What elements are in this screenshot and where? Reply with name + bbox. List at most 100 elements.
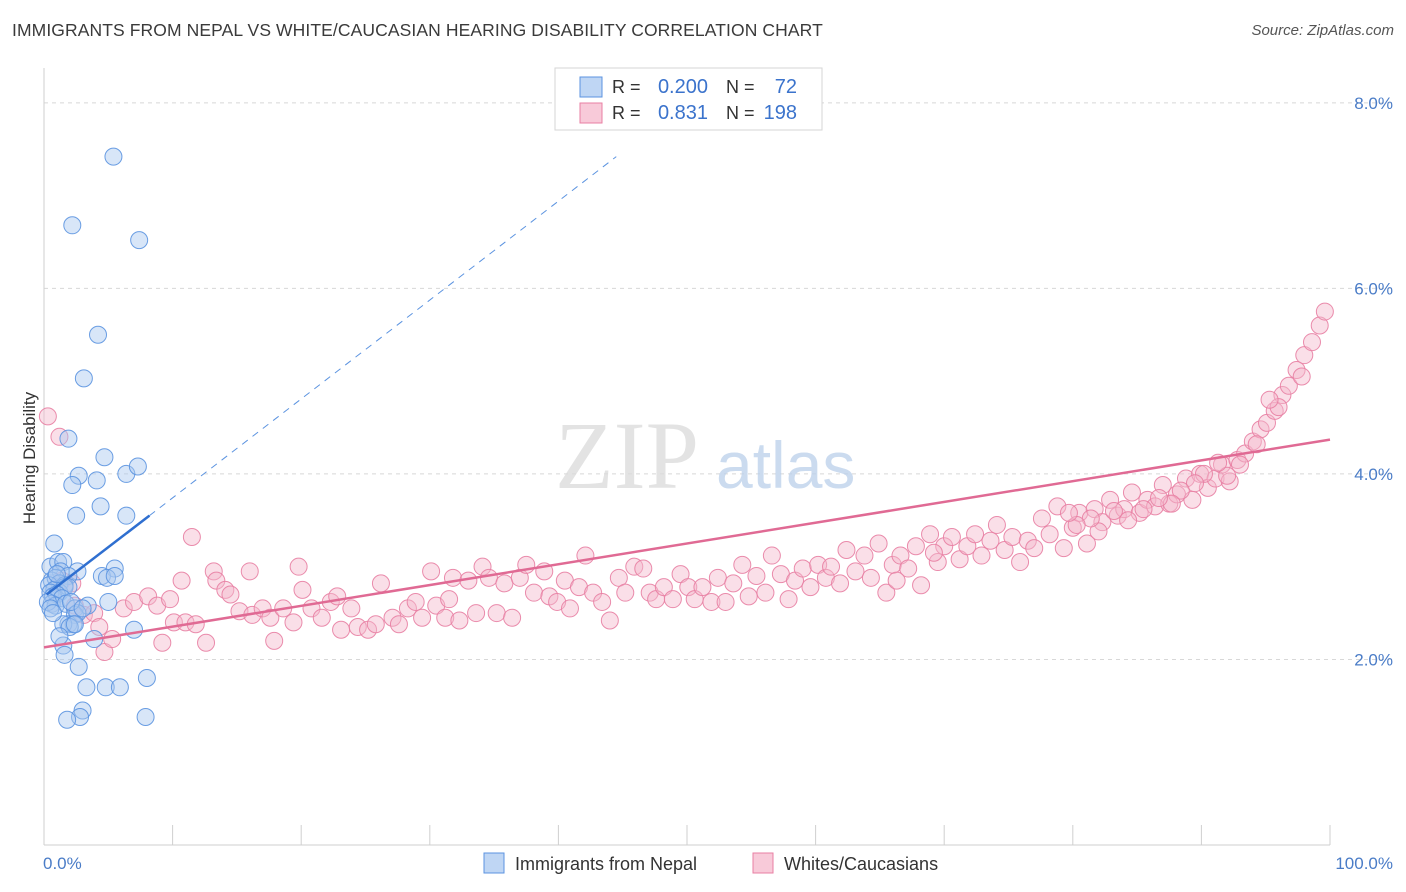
white-point [634,559,653,578]
white-point [261,608,280,627]
legend: Immigrants from Nepal Whites/Caucasians [483,852,938,874]
white-point [440,590,459,609]
white-point [1077,534,1096,553]
white-point [928,553,947,572]
legend-nepal-swatch [483,852,505,874]
white-point [1119,511,1138,530]
watermark-atlas: atlas [716,428,855,502]
nepal-point [137,669,156,688]
white-point [1138,490,1157,509]
nepal-trend-line [45,514,151,596]
white-point [153,633,172,652]
white-point [921,525,940,544]
nepal-point [63,216,82,235]
nepal-point [125,620,144,639]
stats-white-swatch [579,102,603,124]
white-point [1176,469,1195,488]
white-point [966,525,985,544]
nepal-point [67,506,86,525]
white-point [383,608,402,627]
white-point [398,599,417,618]
white-point [816,568,835,587]
white-point [855,546,874,565]
white-point [293,580,312,599]
white-point [716,592,735,611]
white-point [479,568,498,587]
white-point [1018,531,1037,550]
stats-nepal-n-label: N = [726,77,755,97]
y-tick-label: 6.0% [1354,279,1393,298]
legend-white-swatch [752,852,774,874]
nepal-point [41,599,60,618]
white-point [924,543,943,562]
white-point [1040,525,1059,544]
white-point [1251,420,1270,439]
nepal-point [78,596,97,615]
white-point [495,574,514,593]
white-point [987,515,1006,534]
white-point [289,557,308,576]
nepal-point [55,645,74,664]
white-point [366,615,385,634]
white-point [332,620,351,639]
trend-lines [43,156,1331,649]
white-point [1025,539,1044,558]
stats-nepal-r-value: 0.200 [658,76,708,98]
y-tick-label: 4.0% [1354,465,1393,484]
nepal-point [50,627,69,646]
white-point [1054,539,1073,558]
stats-box: R = 0.200 N = 72 R = 0.831 N = 198 [554,67,823,131]
white-point [1171,481,1190,500]
white-point [1230,455,1249,474]
white-point [569,578,588,597]
nepal-trend-line-dashed [149,156,617,517]
nepal-point [104,147,123,166]
nepal-point [63,476,82,495]
white-point [371,574,390,593]
white-point [240,562,259,581]
nepal-point [117,506,136,525]
white-point [487,604,506,623]
white-point [312,608,331,627]
nepal-point [89,325,108,344]
white-point [584,583,603,602]
white-point [1122,483,1141,502]
stats-white-n-label: N = [726,103,755,123]
stats-white-n-value: 198 [764,102,797,124]
white-point [625,557,644,576]
white-point [103,630,122,649]
white-point [50,427,69,446]
white-point [1194,464,1213,483]
white-points [38,302,1334,662]
white-point [869,534,888,553]
nepal-point [98,568,117,587]
white-point [1185,474,1204,493]
nepal-point [73,599,92,618]
white-point [161,590,180,609]
white-point [342,599,361,618]
white-point [942,528,961,546]
legend-nepal-label: Immigrants from Nepal [515,854,697,874]
white-point [654,578,673,597]
white-point [877,583,896,602]
white-point [90,617,109,636]
stats-nepal-r-label: R = [612,77,641,97]
white-point [1269,398,1288,417]
white-point [609,568,628,587]
white-point [912,576,931,595]
watermark: ZIP atlas [555,402,855,509]
white-point [207,571,226,590]
nepal-point [47,565,66,584]
white-point [801,578,820,597]
white-point [1101,490,1120,509]
nepal-point [77,678,96,697]
white-point [1302,333,1321,352]
white-point [1149,489,1168,508]
nepal-point [130,231,149,250]
nepal-point [110,678,129,697]
nepal-point [91,497,110,516]
white-point [1070,503,1089,522]
white-point [972,546,991,565]
white-point [1218,466,1237,485]
